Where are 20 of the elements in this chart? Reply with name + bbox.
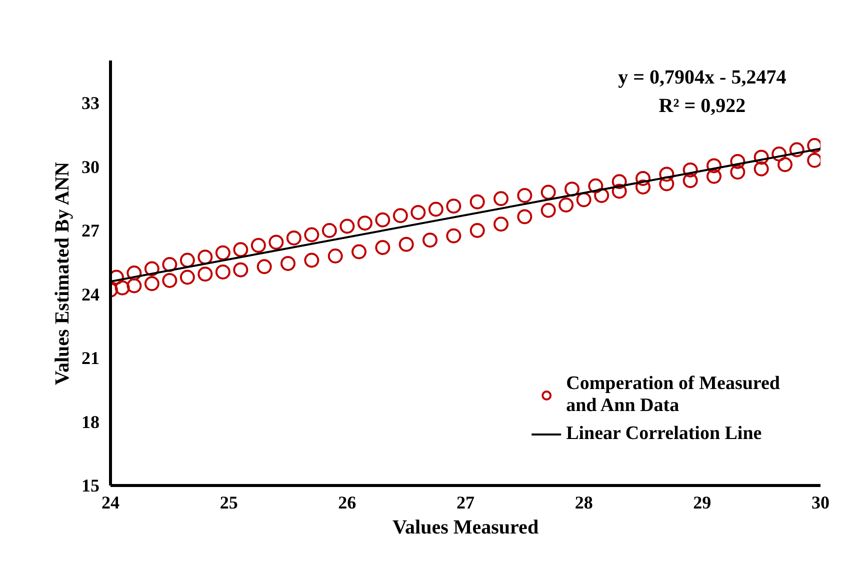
y-tick-label: 15 — [82, 476, 100, 496]
x-tick-label: 29 — [693, 492, 712, 512]
annotation: R² = 0,922 — [658, 95, 746, 118]
annotation: y = 0,7904x - 5,2474 — [618, 66, 786, 88]
x-tick-label: 28 — [574, 492, 593, 512]
y-tick-label: 30 — [82, 156, 100, 177]
x-tick-label: 27 — [456, 492, 474, 512]
x-tick-label: 30 — [812, 492, 830, 512]
y-tick-label: 33 — [82, 93, 100, 113]
y-tick-label: 27 — [82, 220, 100, 240]
x-tick-label: 24 — [102, 492, 120, 512]
y-axis-title: Values Estimated By ANN — [52, 161, 74, 386]
x-axis-title: Values Measured — [392, 516, 539, 538]
y-tick-label: 21 — [82, 348, 100, 368]
legend-label: Linear Correlation Line — [566, 423, 762, 445]
y-tick-label: 24 — [82, 284, 100, 304]
x-tick-label: 26 — [338, 492, 356, 512]
y-tick-label: 18 — [82, 412, 100, 432]
legend-label: Comperation of Measured and Ann Data — [566, 373, 780, 417]
x-tick-label: 25 — [220, 492, 238, 512]
